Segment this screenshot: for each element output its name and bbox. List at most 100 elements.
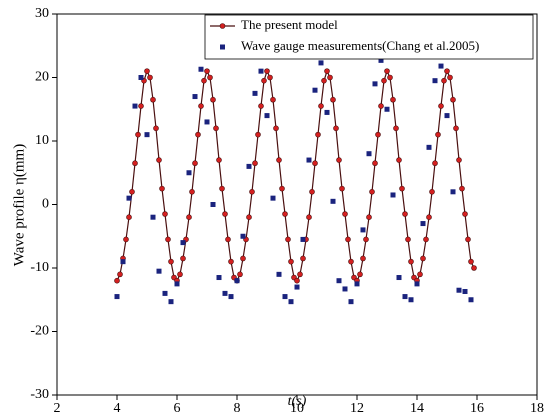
line-point bbox=[348, 258, 354, 265]
scatter-point bbox=[450, 189, 456, 195]
scatter-point bbox=[192, 94, 198, 100]
line-point bbox=[360, 255, 366, 262]
line-point bbox=[471, 265, 477, 271]
line-point bbox=[279, 185, 285, 192]
x-tick-label: 14 bbox=[410, 401, 424, 413]
x-tick-label: 12 bbox=[350, 401, 364, 413]
line-point bbox=[189, 189, 195, 195]
line-point bbox=[426, 214, 432, 220]
line-point bbox=[444, 68, 450, 74]
x-tick-label: 10 bbox=[290, 401, 304, 413]
line-point bbox=[294, 277, 300, 284]
line-point bbox=[384, 68, 390, 74]
scatter-point bbox=[294, 284, 300, 290]
scatter-point bbox=[384, 106, 390, 112]
line-point bbox=[363, 236, 369, 243]
line-point bbox=[261, 77, 267, 84]
line-point bbox=[117, 271, 123, 278]
y-tick-label: -20 bbox=[30, 324, 49, 339]
line-point bbox=[153, 125, 159, 132]
scatter-point bbox=[234, 278, 240, 284]
line-point bbox=[309, 189, 315, 195]
scatter-point bbox=[366, 151, 372, 157]
line-point bbox=[177, 271, 183, 278]
scatter-point bbox=[144, 132, 150, 138]
scatter-point bbox=[468, 297, 474, 303]
scatter-point bbox=[300, 236, 306, 242]
scatter-point bbox=[336, 278, 342, 284]
line-point bbox=[210, 96, 216, 103]
scatter-point bbox=[402, 294, 408, 300]
line-point bbox=[156, 157, 162, 163]
line-point bbox=[405, 236, 411, 243]
line-point bbox=[201, 77, 207, 84]
scatter-point bbox=[348, 299, 354, 305]
legend-marker bbox=[219, 23, 226, 29]
line-point bbox=[285, 236, 291, 243]
line-point bbox=[429, 189, 435, 195]
scatter-point bbox=[288, 299, 294, 305]
scatter-point bbox=[414, 281, 420, 287]
line-point bbox=[255, 131, 261, 138]
line-point bbox=[162, 211, 168, 217]
scatter-point bbox=[438, 63, 444, 69]
line-point bbox=[318, 103, 324, 109]
line-point bbox=[150, 96, 156, 103]
scatter-point bbox=[270, 195, 276, 201]
line-point bbox=[114, 277, 120, 284]
line-point bbox=[264, 68, 270, 74]
line-point bbox=[321, 77, 327, 84]
legend-box bbox=[204, 14, 534, 60]
line-point bbox=[246, 214, 252, 220]
y-tick-label: 10 bbox=[35, 133, 49, 148]
line-point bbox=[300, 255, 306, 262]
line-point bbox=[324, 68, 330, 74]
line-point bbox=[252, 160, 258, 167]
line-point bbox=[435, 131, 441, 138]
scatter-point bbox=[390, 192, 396, 198]
line-point bbox=[123, 236, 129, 243]
scatter-point bbox=[216, 275, 222, 281]
line-point bbox=[369, 189, 375, 195]
line-point bbox=[387, 74, 393, 81]
scatter-point bbox=[204, 119, 210, 125]
x-tick-label: 18 bbox=[530, 401, 544, 413]
line-point bbox=[222, 211, 228, 217]
y-tick-label: -30 bbox=[30, 387, 49, 402]
scatter-point bbox=[276, 271, 282, 277]
scatter-point bbox=[162, 290, 168, 296]
scatter-point bbox=[180, 240, 186, 246]
scatter-point bbox=[456, 287, 462, 293]
line-point bbox=[135, 131, 141, 138]
scatter-point bbox=[432, 78, 438, 84]
line-point bbox=[147, 74, 153, 81]
line-point bbox=[375, 131, 381, 138]
line-point bbox=[144, 68, 150, 74]
x-tick-label: 2 bbox=[54, 401, 61, 413]
scatter-point bbox=[372, 81, 378, 87]
scatter-point bbox=[342, 286, 348, 292]
x-tick-label: 8 bbox=[234, 401, 241, 413]
scatter-point bbox=[354, 281, 360, 287]
line-point bbox=[288, 258, 294, 265]
line-point bbox=[312, 160, 318, 167]
line-point bbox=[195, 131, 201, 138]
scatter-point bbox=[114, 294, 120, 300]
line-point bbox=[450, 96, 456, 103]
scatter-point bbox=[396, 275, 402, 281]
line-point bbox=[342, 211, 348, 217]
line-point bbox=[330, 96, 336, 103]
scatter-point bbox=[330, 198, 336, 204]
y-tick-label: 0 bbox=[42, 197, 49, 212]
scatter-point bbox=[306, 157, 312, 163]
line-point bbox=[273, 125, 279, 132]
y-tick-label: 30 bbox=[35, 6, 49, 21]
line-point bbox=[465, 236, 471, 243]
line-point bbox=[432, 160, 438, 167]
line-point bbox=[462, 211, 468, 217]
y-tick-label: -10 bbox=[30, 260, 49, 275]
line-point bbox=[225, 236, 231, 243]
line-point bbox=[186, 214, 192, 220]
scatter-point bbox=[246, 163, 252, 169]
line-point bbox=[366, 214, 372, 220]
